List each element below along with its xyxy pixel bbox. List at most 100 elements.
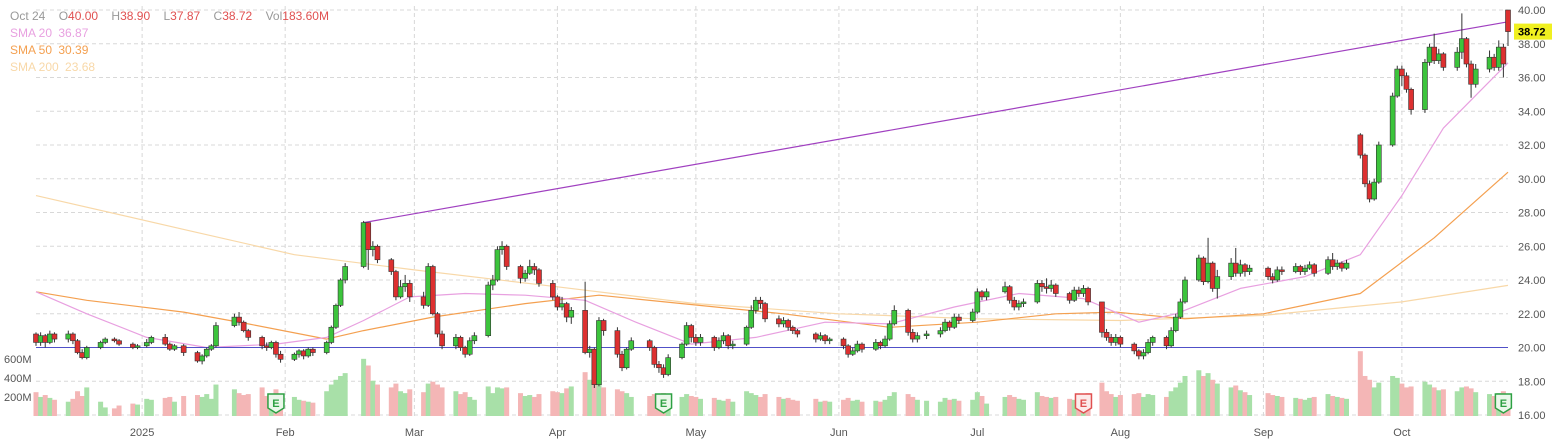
- candle-body: [522, 272, 528, 279]
- earnings-badge: [1074, 393, 1093, 414]
- price-tick-label: 24.00: [1518, 275, 1546, 287]
- candle-body: [130, 343, 136, 348]
- volume-bar: [458, 394, 464, 416]
- volume-bar: [942, 397, 948, 416]
- volume-bar: [1463, 386, 1469, 416]
- volume-value: 183.60M: [282, 9, 329, 23]
- candle-body: [651, 347, 658, 365]
- candle-body: [1246, 267, 1253, 272]
- volume-bar: [1200, 375, 1206, 416]
- earnings-marker[interactable]: E: [267, 393, 285, 414]
- candle-body: [951, 316, 958, 328]
- candle-body: [716, 340, 722, 348]
- candle-body: [199, 355, 205, 362]
- volume-bar: [1311, 396, 1317, 416]
- candle-body: [1214, 276, 1221, 289]
- candle-body: [1472, 68, 1479, 85]
- candle-body: [268, 342, 275, 348]
- volume-bar: [711, 397, 717, 416]
- volume-bar: [388, 387, 394, 416]
- candle-body: [1177, 301, 1184, 318]
- volume-bar: [1136, 393, 1142, 416]
- volume-bar: [245, 394, 251, 416]
- volume-bar: [1071, 399, 1077, 416]
- candle-body: [370, 245, 376, 250]
- candle-body: [1274, 269, 1281, 281]
- trendline[interactable]: [363, 21, 1509, 224]
- time-tick-label: Mar: [405, 427, 424, 439]
- earnings-label: E: [272, 398, 279, 410]
- candle-body: [74, 340, 81, 353]
- price-tick-label: 20.00: [1518, 343, 1546, 355]
- candle-body: [1454, 51, 1461, 68]
- low-label: L: [163, 9, 171, 23]
- earnings-marker[interactable]: E: [1074, 393, 1093, 414]
- volume-bar: [1210, 379, 1216, 416]
- sma200-line: [35, 195, 1509, 322]
- candle-body: [1002, 286, 1008, 293]
- volume-bar: [1399, 383, 1405, 416]
- candle-body: [914, 335, 921, 340]
- candle-body: [1279, 269, 1285, 272]
- volume-bar: [467, 396, 473, 416]
- candle-body: [42, 335, 49, 343]
- time-tick-label: Jun: [830, 427, 848, 439]
- volume-bar: [338, 375, 344, 416]
- candle-body: [956, 316, 962, 321]
- volume-bar: [328, 384, 334, 416]
- candle-body: [1011, 299, 1018, 308]
- candle-body: [485, 284, 492, 336]
- volume-bar: [1168, 391, 1174, 416]
- candle-body: [365, 222, 372, 250]
- candle-body: [328, 326, 335, 343]
- volume-bar: [1454, 391, 1460, 416]
- earnings-marker[interactable]: E: [654, 393, 673, 414]
- volume-bar: [485, 386, 491, 416]
- sma20-legend[interactable]: SMA 20 36.87: [10, 25, 329, 42]
- earnings-marker[interactable]: E: [1494, 393, 1513, 414]
- volume-bar: [1394, 377, 1400, 416]
- volume-bar: [1297, 398, 1303, 416]
- candle-body: [614, 330, 621, 355]
- volume-bar: [716, 399, 722, 416]
- candle-body: [1297, 266, 1304, 272]
- candle-body: [397, 286, 404, 298]
- candle-body: [817, 335, 824, 340]
- candle-body: [826, 338, 833, 342]
- volume-bar: [453, 391, 459, 416]
- candle-body: [1491, 56, 1497, 68]
- volume-bar: [370, 380, 376, 416]
- volume-bar: [259, 387, 265, 416]
- candle-body: [1228, 262, 1234, 277]
- candle-body: [300, 350, 307, 357]
- volume-bar: [504, 387, 510, 416]
- candle-body: [430, 266, 436, 315]
- volume-tick-label: 600M: [4, 354, 32, 366]
- candle-body: [231, 316, 238, 326]
- price-tick-label: 36.00: [1518, 73, 1546, 85]
- volume-bar: [1228, 387, 1234, 416]
- candle-body: [813, 333, 819, 340]
- candle-body: [1016, 303, 1022, 308]
- candle-body: [503, 245, 510, 267]
- volume-bar: [1067, 398, 1073, 416]
- candle-body: [1399, 68, 1405, 77]
- volume-bar: [421, 392, 427, 416]
- volume-bar: [84, 387, 90, 416]
- volume-bar: [51, 399, 57, 416]
- high-value: 38.90: [120, 9, 151, 23]
- candle-body: [586, 348, 593, 353]
- volume-bar: [1173, 387, 1179, 416]
- sma50-legend[interactable]: SMA 50 30.39: [10, 42, 329, 59]
- volume-bar: [1307, 397, 1313, 416]
- candle-body: [453, 337, 459, 347]
- volume-bar: [790, 399, 796, 416]
- price-tick-label: 22.00: [1518, 309, 1546, 321]
- candle-body: [148, 337, 155, 343]
- candle-body: [679, 343, 685, 358]
- candle-body: [490, 279, 496, 286]
- candle-body: [1108, 337, 1114, 343]
- sma200-legend[interactable]: SMA 200 23.68: [10, 59, 329, 76]
